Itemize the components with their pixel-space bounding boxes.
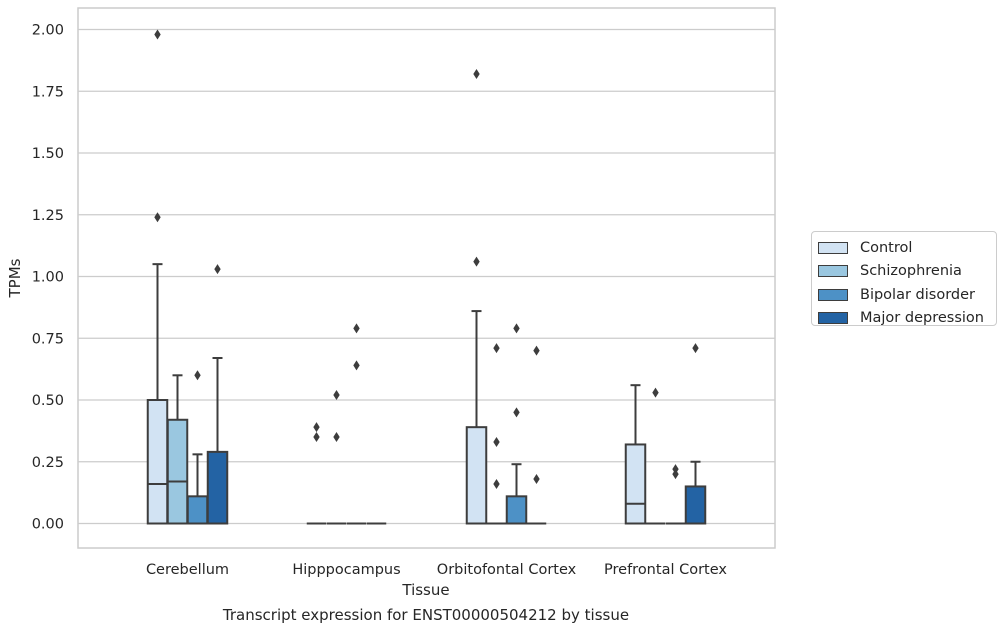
box-2-1	[346, 323, 367, 525]
outlier-point	[493, 436, 500, 447]
outlier-point	[313, 422, 320, 433]
x-axis-label: Tissue	[401, 581, 449, 599]
legend-label: Schizophrenia	[860, 263, 962, 280]
outlier-point	[513, 323, 520, 334]
legend-label: Control	[860, 239, 913, 256]
legend-swatch	[818, 241, 848, 254]
legend-item: Control	[818, 236, 996, 260]
outlier-point	[313, 432, 320, 443]
x-tick-label: Prefrontal Cortex	[604, 562, 727, 578]
y-tick-label: 1.25	[32, 208, 64, 224]
box-body	[624, 443, 647, 525]
legend-label: Bipolar disorder	[860, 286, 975, 303]
x-tick-label: Orbitofontal Cortex	[437, 562, 577, 578]
x-tick-labels: Cerebellum Hipppocampus Orbitofontal Corte…	[146, 562, 727, 578]
y-axis-label: TPMs	[6, 258, 24, 298]
outlier-point	[672, 469, 679, 480]
box-body	[186, 495, 209, 525]
box-1-0	[166, 374, 189, 525]
box-2-2	[505, 323, 528, 525]
outlier-point	[214, 264, 221, 275]
legend-item: Major depression	[818, 307, 996, 331]
y-tick-labels: 0.00 0.25 0.50 0.75 1.00 1.25 1.50 1.75 2.00	[32, 23, 64, 533]
box-body	[684, 485, 707, 525]
box-body	[166, 418, 189, 525]
outlier-point	[194, 370, 201, 381]
legend-swatch	[818, 265, 848, 278]
outlier-point	[493, 343, 500, 354]
legend: Control Schizophrenia Bipolar disorder Majo…	[811, 231, 997, 326]
y-tick-label: 0.00	[32, 517, 64, 533]
outlier-point	[513, 407, 520, 418]
outlier-point	[333, 432, 340, 443]
box-1-1	[326, 390, 347, 525]
outlier-point	[473, 256, 480, 267]
legend-swatch	[818, 312, 848, 325]
box-1-3	[645, 387, 666, 525]
y-tick-label: 0.75	[32, 331, 64, 347]
box-series	[146, 29, 707, 525]
box-body	[505, 495, 528, 525]
y-tick-label: 0.50	[32, 393, 64, 409]
chart-caption: Transcript expression for ENST0000050421…	[222, 606, 630, 624]
outlier-point	[353, 360, 360, 371]
y-tick-label: 1.75	[32, 84, 64, 100]
box-body	[465, 426, 488, 525]
box-2-0	[186, 370, 209, 525]
y-tick-label: 0.25	[32, 455, 64, 471]
x-tick-label: Hipppocampus	[292, 562, 400, 578]
outlier-point	[533, 345, 540, 356]
outlier-point	[353, 323, 360, 334]
box-3-0	[206, 264, 229, 525]
y-tick-label: 1.50	[32, 146, 64, 162]
legend-label: Major depression	[860, 310, 984, 327]
box-0-3	[624, 384, 647, 525]
box-3-3	[684, 343, 707, 525]
plot-frame	[77, 7, 776, 549]
outlier-point	[652, 387, 659, 398]
outlier-point	[333, 390, 340, 401]
box-0-0	[146, 29, 169, 525]
outlier-point	[154, 212, 161, 223]
legend-item: Bipolar disorder	[818, 283, 996, 307]
outlier-point	[533, 474, 540, 485]
box-1-2	[486, 343, 507, 525]
box-0-2	[465, 68, 488, 525]
y-tick-label: 2.00	[32, 23, 64, 39]
box-0-1	[306, 422, 327, 525]
grid-lines	[78, 28, 775, 525]
y-tick-label: 1.00	[32, 270, 64, 286]
box-3-2	[526, 345, 547, 525]
box-body	[146, 399, 169, 525]
legend-swatch	[818, 288, 848, 301]
legend-item: Schizophrenia	[818, 260, 996, 284]
outlier-point	[154, 29, 161, 40]
outlier-point	[692, 343, 699, 354]
outlier-point	[493, 478, 500, 489]
outlier-point	[473, 68, 480, 79]
x-tick-label: Cerebellum	[146, 562, 229, 578]
box-2-3	[665, 464, 686, 525]
box-body	[206, 450, 229, 525]
